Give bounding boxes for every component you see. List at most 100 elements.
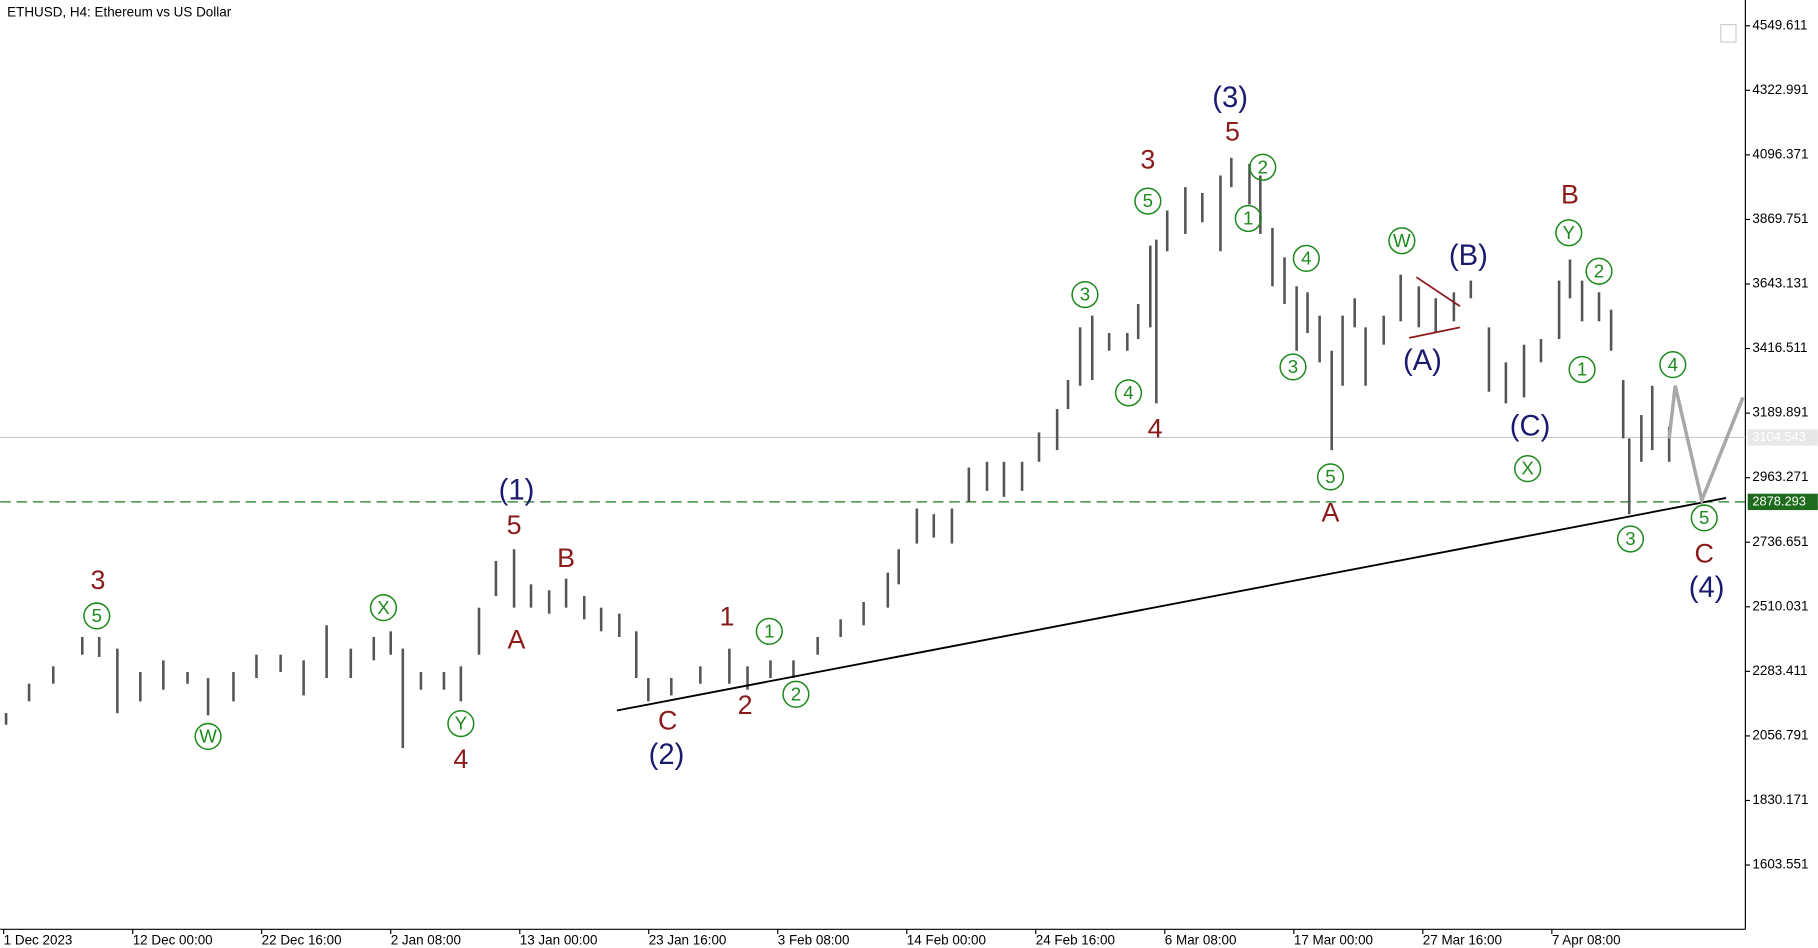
wave-circle xyxy=(1114,379,1143,407)
wave-label: (A) xyxy=(1403,345,1442,377)
x-tick-label: 2 Jan 08:00 xyxy=(391,933,461,948)
wave-label: X xyxy=(377,597,390,618)
wave-label: 5 xyxy=(92,605,102,626)
wave-label: W xyxy=(199,726,217,747)
wave-circle xyxy=(1388,227,1416,255)
wave-label: A xyxy=(1322,497,1340,527)
wave-label: X xyxy=(1521,458,1534,479)
wave-label: 5 xyxy=(1699,507,1709,528)
wave-circle xyxy=(1659,351,1687,379)
price-label: 3104.543 xyxy=(1752,429,1806,444)
wave-circle xyxy=(83,602,111,630)
wave-circle xyxy=(194,722,222,751)
wave-circle xyxy=(369,594,398,622)
wave-label: C xyxy=(658,705,677,735)
drawn-line xyxy=(1667,385,1745,507)
wave-circle xyxy=(1555,219,1583,247)
y-tick-label: 4322.991 xyxy=(1752,82,1808,97)
wave-label: 1 xyxy=(1577,359,1587,380)
wave-label: 1 xyxy=(1243,208,1253,229)
wave-label: 2 xyxy=(738,690,753,720)
wave-label: Y xyxy=(1563,222,1576,243)
wave-label: 2 xyxy=(1258,156,1268,177)
wave-label: 4 xyxy=(1668,354,1678,375)
wave-label: W xyxy=(1393,230,1411,251)
x-tick-label: 22 Dec 16:00 xyxy=(262,933,342,948)
wave-circle xyxy=(1316,463,1345,491)
price-label: 2878.293 xyxy=(1752,493,1806,508)
wave-label: 5 xyxy=(507,510,522,540)
y-tick-label: 1603.551 xyxy=(1752,857,1808,872)
wave-circle xyxy=(1690,504,1718,532)
wave-circle xyxy=(1616,525,1645,553)
wave-label: 1 xyxy=(764,620,774,641)
wave-circle xyxy=(1071,280,1099,309)
y-tick-label: 4549.611 xyxy=(1752,17,1807,32)
wave-circle xyxy=(1514,455,1542,483)
wave-label: 4 xyxy=(1301,247,1311,268)
wave-label: 4 xyxy=(453,744,468,774)
wave-label: B xyxy=(557,543,575,573)
y-tick-label: 2963.271 xyxy=(1752,469,1808,484)
chart-title: ETHUSD, H4: Ethereum vs US Dollar xyxy=(7,4,232,19)
wave-circle xyxy=(1568,355,1596,384)
y-tick-label: 3869.751 xyxy=(1752,211,1808,226)
x-tick-label: 14 Feb 00:00 xyxy=(907,933,986,948)
x-tick-label: 27 Mar 16:00 xyxy=(1423,933,1502,948)
wave-circle xyxy=(1134,187,1162,215)
y-tick-label: 1830.171 xyxy=(1752,792,1808,807)
y-tick-label: 3416.511 xyxy=(1752,340,1807,355)
wave-circle xyxy=(1292,244,1320,273)
x-tick-label: 17 Mar 00:00 xyxy=(1294,933,1373,948)
wave-label: B xyxy=(1561,179,1579,209)
price-label-box xyxy=(1747,429,1818,446)
wave-circle xyxy=(447,709,475,738)
y-tick-label: 4096.371 xyxy=(1752,146,1808,161)
wave-circle xyxy=(1279,353,1307,381)
wave-label: (C) xyxy=(1510,411,1551,443)
wave-label: (2) xyxy=(649,739,685,771)
tool-icon[interactable] xyxy=(1720,23,1737,43)
wave-circle xyxy=(1585,257,1613,285)
wave-label: (4) xyxy=(1689,572,1725,604)
drawn-line xyxy=(616,497,1727,712)
wave-label: 3 xyxy=(1140,144,1155,174)
wave-label: 3 xyxy=(91,565,106,595)
y-tick-label: 2510.031 xyxy=(1752,598,1808,613)
wave-label: 4 xyxy=(1148,413,1163,443)
drawn-line xyxy=(1415,276,1461,307)
y-tick-label: 3189.891 xyxy=(1752,405,1808,420)
wave-circle xyxy=(1249,153,1277,181)
y-tick-label: 2736.651 xyxy=(1752,534,1808,549)
y-tick-label: 2283.411 xyxy=(1752,663,1807,678)
wave-label: 3 xyxy=(1080,284,1090,305)
x-tick-label: 13 Jan 00:00 xyxy=(520,933,598,948)
x-tick-label: 24 Feb 16:00 xyxy=(1036,933,1115,948)
wave-circle xyxy=(782,680,810,708)
x-tick-label: 6 Mar 08:00 xyxy=(1165,933,1237,948)
wave-label: (3) xyxy=(1212,82,1248,114)
wave-label: 5 xyxy=(1325,466,1335,487)
wave-label: 4 xyxy=(1123,382,1133,403)
wave-label: (B) xyxy=(1449,240,1488,272)
wave-label: 2 xyxy=(791,683,801,704)
wave-label: 2 xyxy=(1594,260,1604,281)
wave-label: 1 xyxy=(719,601,734,631)
wave-label: (1) xyxy=(499,475,535,507)
wave-label: 5 xyxy=(1143,190,1153,211)
x-tick-label: 7 Apr 08:00 xyxy=(1552,933,1621,948)
y-tick-label: 3643.131 xyxy=(1752,276,1808,291)
drawn-line xyxy=(1408,326,1461,339)
wave-label: 5 xyxy=(1225,116,1240,146)
wave-label: C xyxy=(1695,538,1714,568)
wave-label: A xyxy=(508,625,526,655)
price-label-box xyxy=(1747,493,1818,511)
wave-label: Y xyxy=(455,713,468,734)
x-tick-label: 23 Jan 16:00 xyxy=(649,933,727,948)
wave-circle xyxy=(755,617,783,645)
wave-circle xyxy=(1234,204,1262,233)
x-tick-label: 1 Dec 2023 xyxy=(4,933,73,948)
x-tick-label: 12 Dec 00:00 xyxy=(133,933,213,948)
